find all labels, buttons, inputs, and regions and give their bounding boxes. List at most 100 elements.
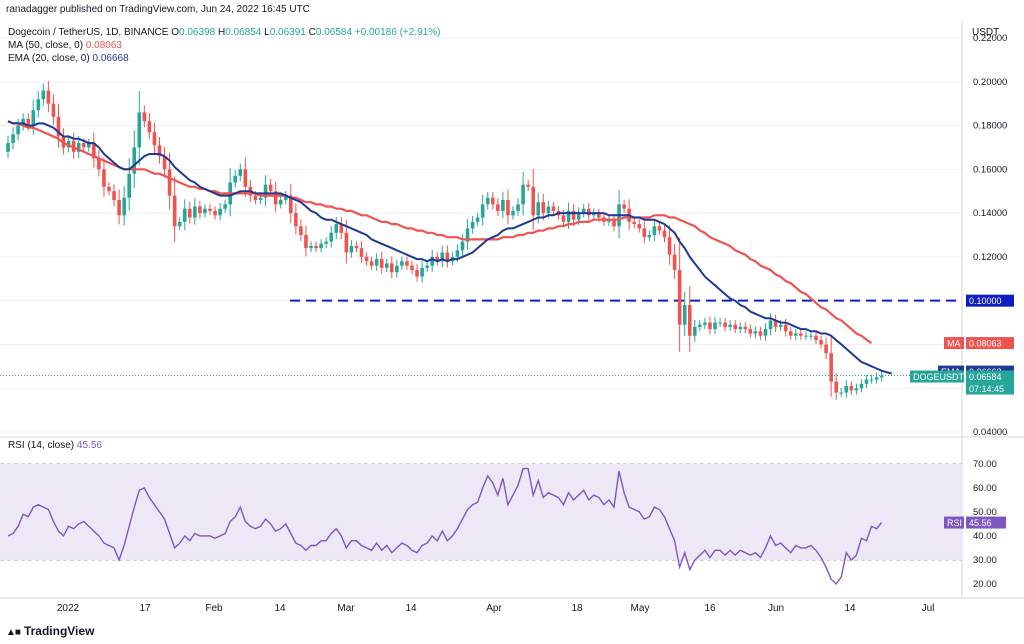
rsi-label: RSI (14, close) [8,440,75,451]
candle-body [354,245,359,249]
low-label: L [264,27,270,38]
price-tick-label: 0.12000 [973,252,1007,263]
ma-legend[interactable]: MA (50, close, 0) 0.08063 [8,40,122,51]
candle-body [188,208,192,218]
tradingview-brand: TradingView [23,624,95,638]
time-tick-label: 2022 [57,603,80,614]
candle-body [400,261,404,266]
candle-body [294,213,298,227]
time-tick-label: May [631,603,650,614]
candle-body [11,134,15,144]
candle-body [794,333,798,336]
candle-body [733,324,737,330]
countdown-tag-background [966,382,1014,395]
candle-body [142,112,147,122]
candle-body [682,305,687,325]
candle-body [576,213,581,220]
tradingview-logo[interactable]: ▲■ TradingView [6,624,94,638]
candle-body [102,169,106,187]
rsi-chip: RSI [947,518,962,528]
candle-body [182,208,187,222]
candle-body [703,322,707,325]
candle-body [485,197,490,205]
candle-body [405,261,409,266]
time-tick-label: Jul [922,603,935,614]
candle-body [379,259,384,268]
rsi-axis[interactable]: 20.00 30.00 40.00 50.00 60.00 70.00 [973,459,997,590]
candle-body [864,379,869,384]
candle-body [440,252,445,262]
candle-body [31,110,36,126]
ema-20-line [7,120,893,375]
candle-body [849,386,854,391]
candle-body [551,206,556,211]
candle-body [304,235,308,249]
candle-body [208,208,212,211]
candle-body [329,232,333,242]
candle-body [177,221,182,227]
candle-body [314,245,318,249]
price-tick-label: 0.22000 [973,33,1007,44]
price-tick-label: 0.18000 [973,121,1007,132]
candle-body [263,184,268,198]
candle-body [460,241,465,251]
candle-body [6,143,10,152]
time-tick-label: 16 [704,603,716,614]
candle-body [152,132,157,146]
candle-body [319,243,323,249]
candle-body [51,103,56,117]
candle-body [799,333,803,336]
candle-body [349,245,354,253]
ma-50-line [7,120,873,345]
candle-body [869,379,874,381]
candle-body [92,143,96,159]
candle-body [112,191,116,200]
candle-body [637,224,642,229]
candle-body [657,226,662,231]
symbol-chip-background [910,370,964,383]
candle-body [56,116,61,137]
ma-price-tag-background [966,337,1014,350]
candle-body [693,326,697,336]
candle-body [117,199,121,216]
candle-body [425,265,429,268]
candle-body [773,320,778,327]
ohlc-legend[interactable]: Dogecoin / TetherUS, 1D, BINANCE O0.0639… [8,27,440,38]
candle-body [147,121,152,133]
candle-body [819,340,823,345]
candle-body [844,386,849,393]
candle-body [778,324,783,327]
candle-body [384,263,389,268]
high-label: H [217,27,226,38]
time-tick-label: 18 [571,603,583,614]
candle-body [233,175,238,183]
candle-body [465,228,470,242]
candle-body [193,206,197,218]
candle-body [763,329,768,336]
candle-body [268,184,273,192]
publisher-caption: ranadagger published on TradingView.com,… [6,4,310,15]
rsi-legend[interactable]: RSI (14, close) 45.56 [8,440,102,451]
rsi-value: 45.56 [76,440,102,451]
candle-body [157,145,162,157]
rsi-line [7,467,883,586]
candle-body [339,224,344,233]
time-tick-label: 17 [139,603,151,614]
candle-body [198,206,202,214]
candle-body [612,219,616,227]
candle-body [283,195,288,200]
candle-body [723,322,727,327]
candle-body [374,259,379,266]
candle-body [203,208,207,214]
candle-body [824,344,828,354]
time-axis[interactable]: 2022 17 Feb 14 Mar 14 Apr 18 May 16 Jun 14 Jul [57,603,935,614]
ma-chip: MA [947,339,961,349]
candle-body [753,331,758,334]
candle-body [662,230,667,238]
candle-body [218,208,222,216]
ema-legend[interactable]: EMA (20, close, 0) 0.06668 [8,53,129,64]
candle-body [107,186,111,192]
ma-chip-background [944,337,964,350]
candle-body [475,217,480,222]
